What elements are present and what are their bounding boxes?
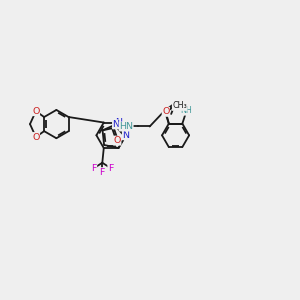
Text: O: O bbox=[32, 106, 40, 116]
Text: N: N bbox=[122, 131, 129, 140]
Text: O: O bbox=[32, 133, 40, 142]
Text: F: F bbox=[100, 168, 105, 177]
Text: N: N bbox=[115, 118, 122, 127]
Text: O: O bbox=[162, 107, 169, 116]
Text: N: N bbox=[112, 120, 119, 129]
Text: NH: NH bbox=[181, 106, 192, 115]
Text: HN: HN bbox=[119, 122, 133, 131]
Text: CH₃: CH₃ bbox=[172, 101, 187, 110]
Text: O: O bbox=[114, 136, 121, 145]
Text: F: F bbox=[92, 164, 97, 172]
Text: F: F bbox=[108, 164, 113, 172]
